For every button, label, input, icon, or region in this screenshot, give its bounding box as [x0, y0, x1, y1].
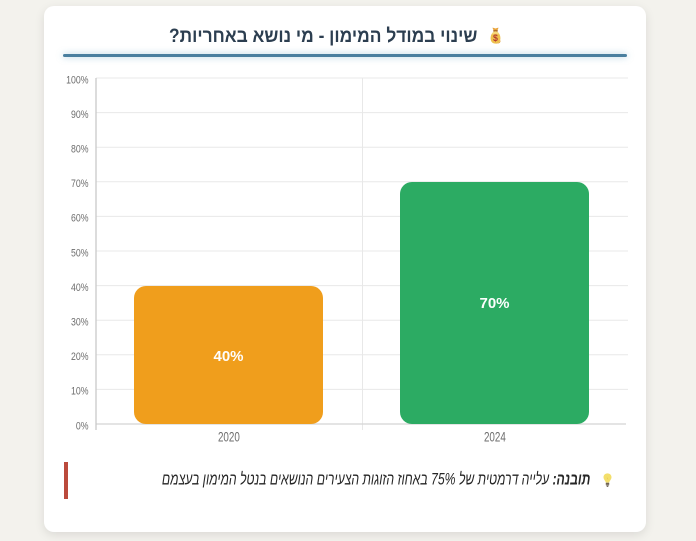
svg-text:70%: 70% [71, 178, 89, 190]
svg-text:10%: 10% [71, 386, 89, 398]
svg-text:40%: 40% [213, 348, 243, 365]
svg-text:50%: 50% [71, 248, 89, 260]
svg-text:90%: 90% [71, 109, 89, 121]
svg-text:60%: 60% [71, 213, 89, 225]
svg-text:2024: 2024 [484, 429, 506, 445]
svg-text:40%: 40% [71, 282, 89, 294]
svg-text:80%: 80% [71, 144, 89, 156]
svg-text:70%: 70% [479, 295, 509, 312]
svg-text:2020: 2020 [218, 429, 240, 445]
svg-text:$: $ [493, 33, 498, 43]
svg-text:20%: 20% [71, 351, 89, 363]
svg-text:0%: 0% [76, 421, 89, 433]
svg-text:30%: 30% [71, 317, 89, 329]
svg-text:100%: 100% [66, 75, 89, 87]
